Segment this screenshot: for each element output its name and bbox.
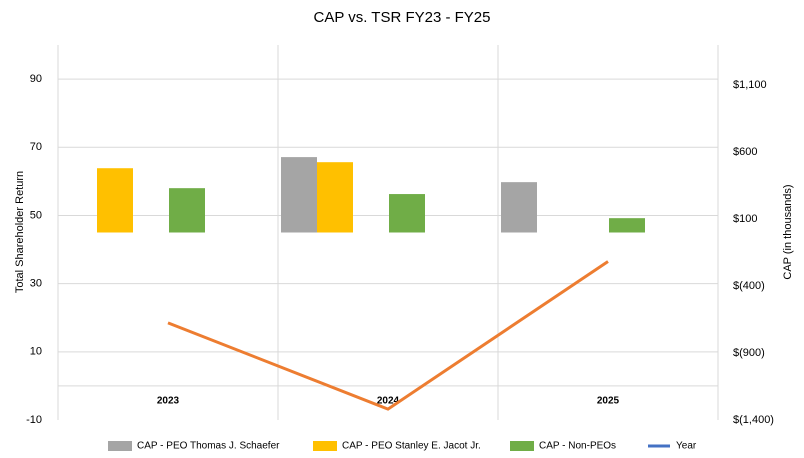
chart-title: CAP vs. TSR FY23 - FY25 (313, 9, 490, 26)
legend-label: CAP - Non-PEOs (539, 441, 616, 452)
bar (317, 162, 353, 233)
y2-tick-label: $1,100 (733, 79, 767, 91)
legend-label: Year (676, 441, 697, 452)
y2-tick-label: $(900) (733, 347, 765, 359)
legend-swatch (108, 441, 132, 451)
bar (169, 188, 205, 233)
y-tick-label: 10 (30, 346, 42, 358)
x-tick-label: 2023 (157, 396, 180, 407)
y-tick-label: 70 (30, 141, 42, 153)
bar (609, 218, 645, 233)
bar (97, 168, 133, 233)
legend-label: CAP - PEO Thomas J. Schaefer (137, 441, 280, 452)
y-tick-label: 50 (30, 209, 42, 221)
legend-swatch (313, 441, 337, 451)
y2-axis-label: CAP (in thousands) (782, 184, 794, 279)
y2-tick-label: $100 (733, 213, 757, 225)
y-axis-label: Total Shareholder Return (14, 171, 26, 293)
y-tick-label: 30 (30, 278, 42, 290)
bar (281, 157, 317, 233)
y-tick-label: 90 (30, 73, 42, 85)
line (167, 260, 609, 411)
y2-tick-label: $(1,400) (733, 414, 774, 426)
bar (501, 182, 537, 233)
x-tick-label: 2024 (377, 396, 400, 407)
y2-tick-label: $600 (733, 146, 757, 158)
y-tick-label: -10 (26, 414, 42, 426)
bar (389, 194, 425, 233)
x-tick-label: 2025 (597, 396, 620, 407)
legend-label: CAP - PEO Stanley E. Jacot Jr. (342, 441, 481, 452)
legend-swatch (510, 441, 534, 451)
y2-tick-label: $(400) (733, 280, 765, 292)
